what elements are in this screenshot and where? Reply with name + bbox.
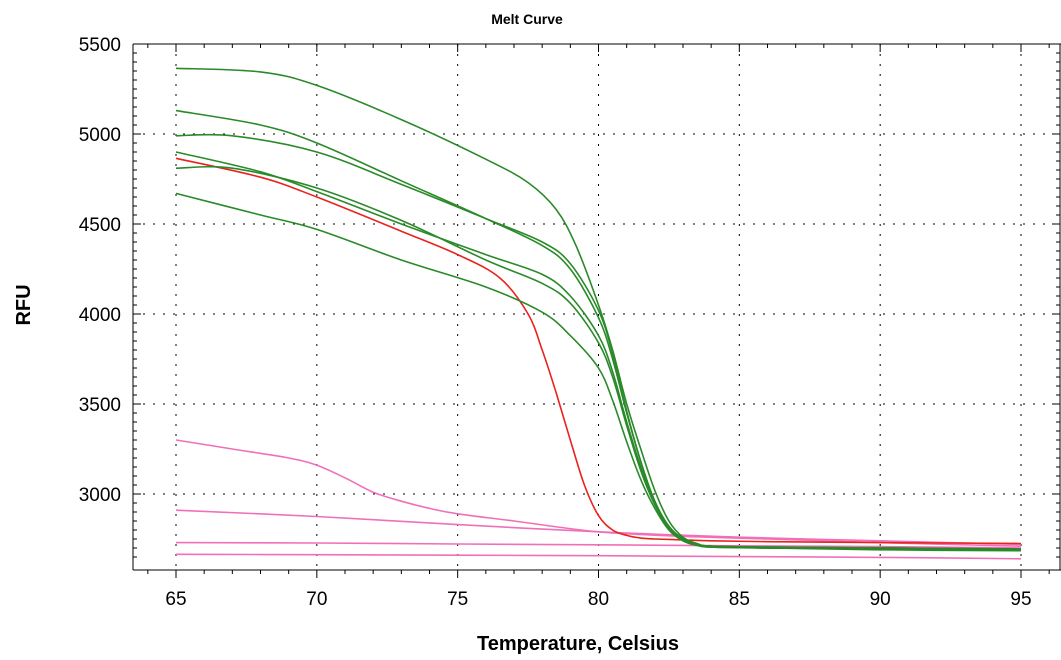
axis-layer: 65 70 75 80 85 90 95 3000 3500 4000 4500 5000 5500 bbox=[79, 35, 1061, 610]
x-tick-label: 80 bbox=[588, 589, 609, 610]
series-line-green-5 bbox=[175, 192, 1022, 552]
series-line-green-1 bbox=[175, 109, 1022, 550]
series-layer bbox=[175, 67, 1022, 560]
y-tick-label: 5000 bbox=[79, 125, 121, 146]
x-tick-label: 75 bbox=[447, 589, 468, 610]
x-tick-label: 85 bbox=[729, 589, 750, 610]
chart-title: Melt Curve bbox=[491, 11, 563, 27]
x-tick-label: 70 bbox=[306, 589, 327, 610]
y-tick-label: 3500 bbox=[79, 395, 121, 416]
x-tick-label: 90 bbox=[870, 589, 891, 610]
y-tick-label: 4000 bbox=[79, 305, 121, 326]
series-line-pink-7 bbox=[175, 439, 1022, 547]
y-tick-label: 4500 bbox=[79, 215, 121, 236]
x-axis-title: Temperature, Celsius bbox=[477, 633, 679, 655]
series-line-pink-9 bbox=[175, 541, 1022, 549]
x-tick-label: 95 bbox=[1010, 589, 1031, 610]
y-tick-label: 5500 bbox=[79, 35, 121, 56]
series-line-green-3 bbox=[175, 151, 1022, 551]
series-line-red-6 bbox=[175, 157, 1022, 545]
series-line-pink-10 bbox=[175, 553, 1022, 560]
y-tick-label: 3000 bbox=[79, 485, 121, 506]
x-tick-label: 65 bbox=[165, 589, 186, 610]
series-line-pink-8 bbox=[175, 509, 1022, 546]
y-axis-title: RFU bbox=[13, 284, 35, 325]
